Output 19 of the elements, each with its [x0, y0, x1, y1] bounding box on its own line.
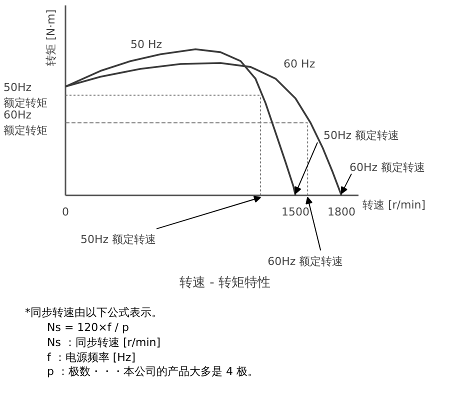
text: f ：电源频率 [Hz] — [47, 350, 136, 366]
text: Ns = 120×f / p — [47, 320, 130, 336]
x-tick-label: 1800 — [327, 205, 356, 218]
text: Ns ：同步转速 [r/min] — [47, 336, 162, 351]
text: *同步转速由以下公式表示。 — [25, 306, 164, 321]
x-tick-label: 1500 — [281, 205, 310, 218]
text: p ：极数・・・本公司的产品大多是 4 极。 — [47, 365, 258, 380]
series-label: 50 Hz — [130, 38, 162, 52]
y-axis-title: 转矩 [N·m] — [44, 9, 58, 66]
ref-line-label: 50Hz 额定转矩 — [4, 81, 48, 110]
x-axis-title: 转速 [r/min] — [362, 198, 426, 212]
annotation: 50Hz 额定转速 — [80, 232, 156, 246]
annotation: 50Hz 额定转速 — [323, 128, 400, 142]
series-label: 60 Hz — [284, 58, 316, 71]
annotation: 60Hz 额定转速 — [349, 160, 426, 174]
x-tick-label: 0 — [62, 205, 69, 218]
ref-line-label: 60Hz 额定转矩 — [4, 108, 48, 138]
annotation: 60Hz 额定转速 — [268, 254, 344, 268]
text: 转速 - 转矩特性 — [180, 276, 270, 290]
